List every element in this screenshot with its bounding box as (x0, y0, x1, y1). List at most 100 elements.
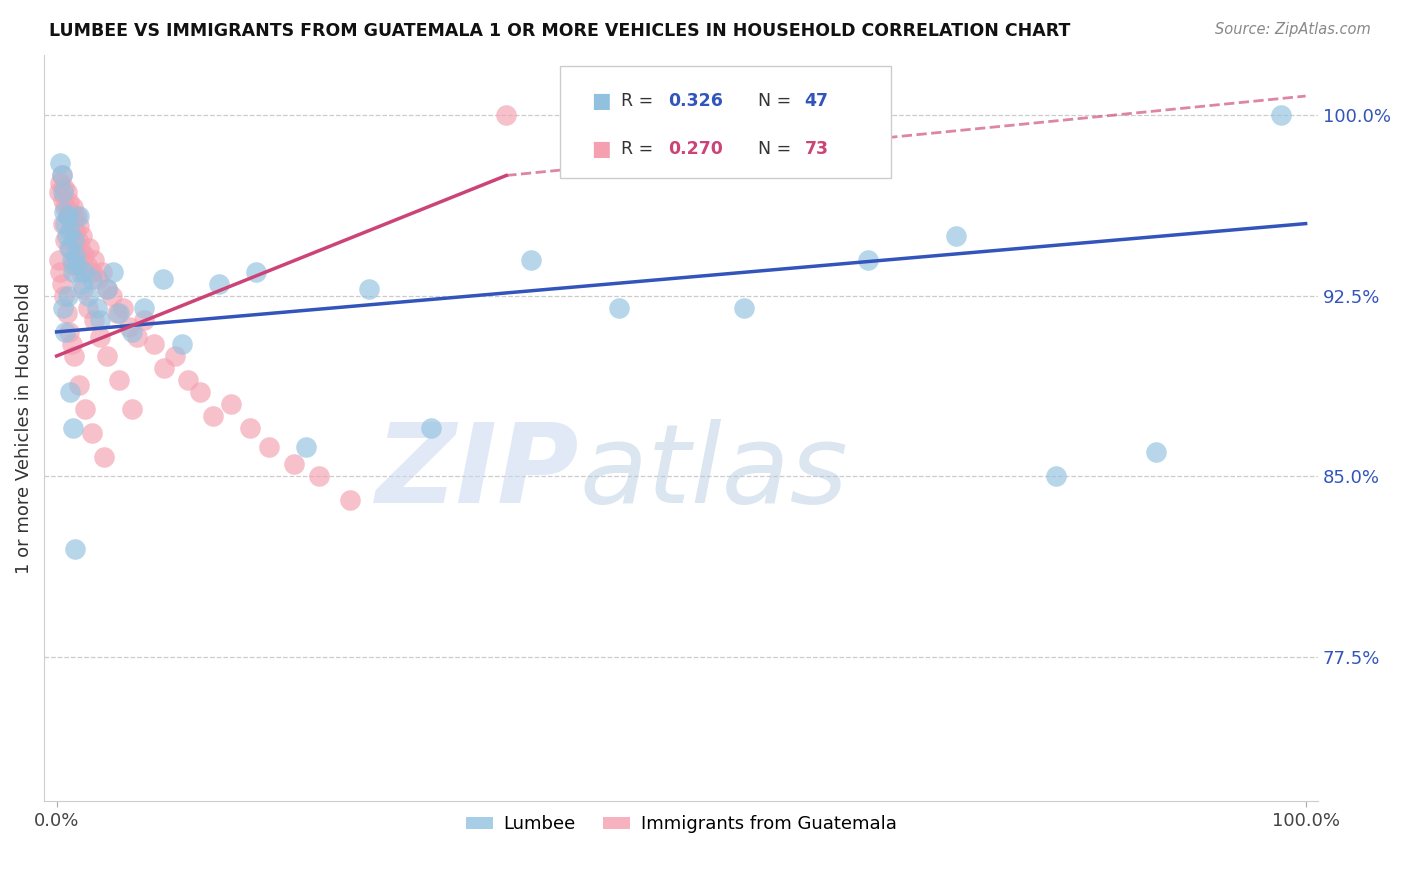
Point (76, 258, 98, 272)
Point (607, 301, 630, 315)
Point (56, 210, 79, 224)
Point (125, 330, 148, 344)
Point (121, 325, 143, 339)
Point (132, 313, 155, 327)
Point (49, 265, 72, 279)
Text: 47: 47 (804, 92, 828, 110)
Point (59, 224, 82, 238)
Point (165, 349, 187, 363)
Point (83, 252, 105, 267)
Point (89, 330, 111, 344)
Point (89, 313, 111, 327)
Point (420, 421, 443, 435)
Point (59, 241, 82, 255)
Point (83, 313, 105, 327)
Point (108, 373, 131, 387)
Point (51, 169, 73, 183)
Point (67, 219, 90, 233)
Point (60, 217, 83, 231)
Point (733, 301, 755, 315)
Point (72, 282, 94, 296)
Point (1144, 445, 1167, 459)
Point (100, 289, 122, 303)
Point (65, 224, 87, 238)
Point (55, 228, 77, 243)
Point (69, 241, 91, 255)
Point (858, 252, 880, 267)
Point (177, 373, 200, 387)
Point (66, 248, 89, 262)
Point (339, 493, 361, 508)
Point (69, 265, 91, 279)
Point (56, 210, 79, 224)
Point (53, 234, 76, 248)
Point (208, 277, 231, 291)
Point (63, 210, 86, 224)
Point (66, 234, 89, 248)
Point (48, 252, 70, 267)
Point (65, 248, 87, 262)
Point (65, 258, 87, 272)
Point (67, 377, 90, 392)
Text: LUMBEE VS IMMIGRANTS FROM GUATEMALA 1 OR MORE VEHICLES IN HOUSEHOLD CORRELATION : LUMBEE VS IMMIGRANTS FROM GUATEMALA 1 OR… (49, 22, 1070, 40)
Text: N =: N = (758, 92, 796, 110)
Point (76, 301, 98, 315)
Point (60, 252, 83, 267)
Point (188, 385, 211, 400)
Point (86, 301, 108, 315)
Text: ■: ■ (591, 91, 610, 111)
Point (283, 458, 305, 472)
Point (55, 306, 77, 320)
Text: R =: R = (621, 92, 659, 110)
Text: atlas: atlas (579, 419, 848, 526)
Point (65, 541, 87, 556)
Point (51, 169, 73, 183)
Point (153, 361, 176, 376)
Point (55, 186, 77, 200)
Point (80, 272, 103, 286)
Point (52, 193, 75, 207)
Point (70, 277, 93, 291)
Point (96, 349, 118, 363)
Point (80, 425, 103, 440)
Point (51, 277, 73, 291)
Point (67, 210, 90, 224)
Point (77, 241, 100, 255)
Point (65, 224, 87, 238)
Point (52, 186, 75, 200)
Point (65, 210, 87, 224)
Point (58, 325, 80, 339)
FancyBboxPatch shape (560, 66, 891, 178)
Legend: Lumbee, Immigrants from Guatemala: Lumbee, Immigrants from Guatemala (458, 808, 904, 841)
Point (70, 228, 93, 243)
Point (48, 186, 70, 200)
Text: N =: N = (758, 140, 796, 159)
Point (53, 180, 76, 194)
Point (257, 441, 280, 455)
Point (101, 265, 124, 279)
Y-axis label: 1 or more Vehicles in Household: 1 or more Vehicles in Household (15, 283, 32, 574)
Point (121, 401, 143, 416)
Point (108, 306, 131, 320)
Point (945, 228, 967, 243)
Point (58, 241, 80, 255)
Point (73, 248, 96, 262)
Point (87, 272, 110, 286)
Point (56, 289, 79, 303)
Point (308, 469, 330, 483)
Point (58, 194, 80, 209)
Point (221, 397, 243, 411)
Point (201, 409, 224, 424)
Point (1045, 469, 1067, 483)
Point (1270, 108, 1292, 122)
Point (90, 265, 112, 279)
Text: 73: 73 (804, 140, 828, 159)
Point (93, 450, 115, 464)
Point (495, 108, 517, 122)
Point (52, 301, 75, 315)
Text: R =: R = (621, 140, 659, 159)
Point (62, 258, 84, 272)
Text: Source: ZipAtlas.com: Source: ZipAtlas.com (1215, 22, 1371, 37)
Point (63, 234, 86, 248)
Point (520, 252, 543, 267)
